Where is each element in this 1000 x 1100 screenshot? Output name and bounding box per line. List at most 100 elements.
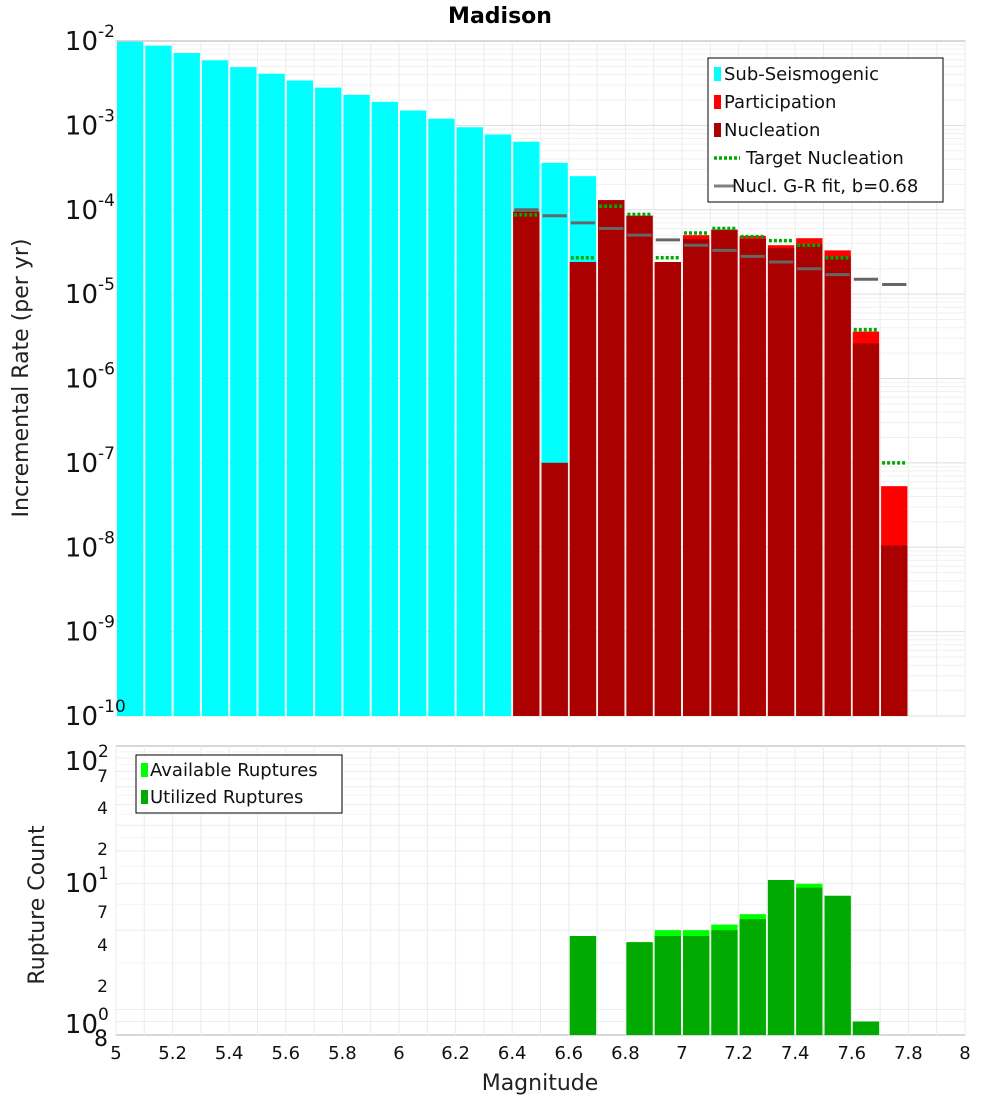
bottom-y-axis-label: Rupture Count (25, 825, 50, 985)
legend-swatch (141, 790, 148, 804)
utilized-ruptures-bar (796, 887, 823, 1035)
sub-seismogenic-bar (400, 110, 427, 716)
top-y-tick-exponent: -5 (98, 275, 115, 295)
top-y-tick-labels: 10-210-310-410-510-610-710-810-910-10 (65, 22, 126, 732)
x-axis-label: Magnitude (482, 1071, 599, 1096)
tick-base: 10 (65, 27, 98, 57)
x-tick-label: 6 (393, 1043, 404, 1064)
x-tick-label: 6.8 (611, 1043, 640, 1064)
top-reference-lines (514, 204, 907, 465)
legend-label: Utilized Ruptures (150, 787, 303, 808)
bottom-y-tick-label: 2 (97, 977, 108, 997)
top-y-tick-label: 10 (65, 702, 98, 732)
legend-swatch (714, 67, 721, 81)
top-y-tick-exponent: -4 (98, 191, 115, 211)
sub-seismogenic-bar (456, 127, 483, 716)
legend-swatch (714, 123, 721, 137)
bottom-legend-box (135, 754, 343, 814)
sub-seismogenic-bar (258, 73, 285, 716)
top-legend-box (707, 57, 944, 203)
top-y-tick-exponent: -8 (98, 528, 115, 548)
top-bars (117, 41, 908, 717)
bottom-y-tick-label: 2 (97, 840, 108, 860)
nucleation-bar (824, 256, 851, 716)
legend-label: Nucleation (724, 120, 820, 141)
tick-base: 10 (65, 533, 98, 563)
nucleation-bar (513, 211, 540, 716)
x-tick-label: 6.4 (498, 1043, 527, 1064)
top-y-tick-label: 10 (65, 365, 98, 395)
bottom-y-tick-label: 4 (97, 936, 108, 956)
top-y-tick-exponent: -10 (98, 697, 126, 717)
legend-swatch (714, 95, 721, 109)
sub-seismogenic-bar (145, 45, 172, 717)
tick-base: 10 (65, 111, 98, 141)
sub-seismogenic-bar (230, 67, 257, 716)
bottom-bars (569, 880, 880, 1035)
x-tick-label: 5 (110, 1043, 121, 1064)
legend-label: Nucl. G-R fit, b=0.68 (732, 176, 918, 197)
tick-base: 10 (65, 618, 98, 648)
sub-seismogenic-bar (428, 118, 455, 716)
x-tick-label: 5.6 (271, 1043, 300, 1064)
bottom-y-tick-label: 10 (65, 1010, 98, 1040)
x-tick-labels: 5 5.2 5.4 5.6 5.8 6 6.2 6.4 6.6 6.8 7 7.2 7.4 7.6 7.8 8 (110, 1043, 970, 1064)
x-tick-label: 6.2 (441, 1043, 470, 1064)
top-y-tick-exponent: -3 (98, 106, 115, 126)
tick-base: 10 (65, 702, 98, 732)
bottom-legend: Available Ruptures Utilized Ruptures (135, 754, 343, 814)
utilized-ruptures-bar (654, 936, 681, 1035)
nucleation-bar (796, 244, 823, 717)
top-y-axis-label: Incremental Rate (per yr) (9, 239, 34, 518)
bottom-y-tick-label: 4 (97, 799, 108, 819)
top-y-tick-exponent: -6 (98, 360, 115, 380)
nucleation-bar (541, 462, 568, 716)
x-tick-label: 7.2 (724, 1043, 753, 1064)
sub-seismogenic-bar (201, 60, 229, 717)
tick-base: 10 (65, 365, 98, 395)
x-tick-label: 5.4 (215, 1043, 244, 1064)
utilized-ruptures-bar (711, 930, 738, 1035)
nucleation-bar (654, 262, 681, 716)
utilized-ruptures-bar (739, 919, 766, 1035)
nucleation-bar (626, 215, 653, 717)
top-y-tick-label: 10 (65, 196, 98, 226)
bottom-y-tick-label: 10 (65, 747, 98, 777)
top-y-tick-label: 10 (65, 533, 98, 563)
tick-base: 10 (65, 449, 98, 479)
tick-base: 10 (65, 280, 98, 310)
nucleation-bar (683, 239, 710, 716)
x-tick-label: 6.6 (554, 1043, 583, 1064)
bottom-y-tick-label: 8 (94, 1027, 108, 1052)
bottom-y-tick-exponent: 2 (98, 742, 109, 762)
sub-seismogenic-bar (286, 80, 314, 716)
sub-seismogenic-bar (117, 41, 144, 717)
chart-title: Madison (448, 4, 552, 29)
sub-seismogenic-bar (173, 53, 200, 716)
utilized-ruptures-bar (626, 942, 653, 1035)
nucleation-bar (598, 200, 625, 716)
nucleation-bar (739, 239, 766, 716)
nucleation-bar (569, 262, 597, 716)
legend-label: Available Ruptures (150, 760, 318, 781)
bottom-y-tick-label: 10 (65, 869, 98, 899)
top-y-tick-exponent: -2 (98, 22, 115, 42)
x-tick-label: 7.8 (894, 1043, 923, 1064)
utilized-ruptures-bar (824, 895, 851, 1035)
nucleation-bar (881, 545, 908, 716)
utilized-ruptures-bar (852, 1021, 880, 1035)
legend-label: Sub-Seismogenic (724, 64, 879, 85)
legend-label: Participation (724, 92, 836, 113)
top-y-tick-exponent: -7 (98, 444, 115, 464)
tick-base: 10 (65, 196, 98, 226)
top-y-tick-label: 10 (65, 27, 98, 57)
nucleation-bar (767, 248, 795, 717)
x-tick-label: 5.2 (158, 1043, 187, 1064)
x-tick-label: 7.6 (837, 1043, 866, 1064)
x-tick-label: 7.4 (781, 1043, 810, 1064)
top-y-tick-exponent: -9 (98, 613, 115, 633)
sub-seismogenic-bar (343, 94, 370, 716)
utilized-ruptures-bar (683, 936, 710, 1035)
